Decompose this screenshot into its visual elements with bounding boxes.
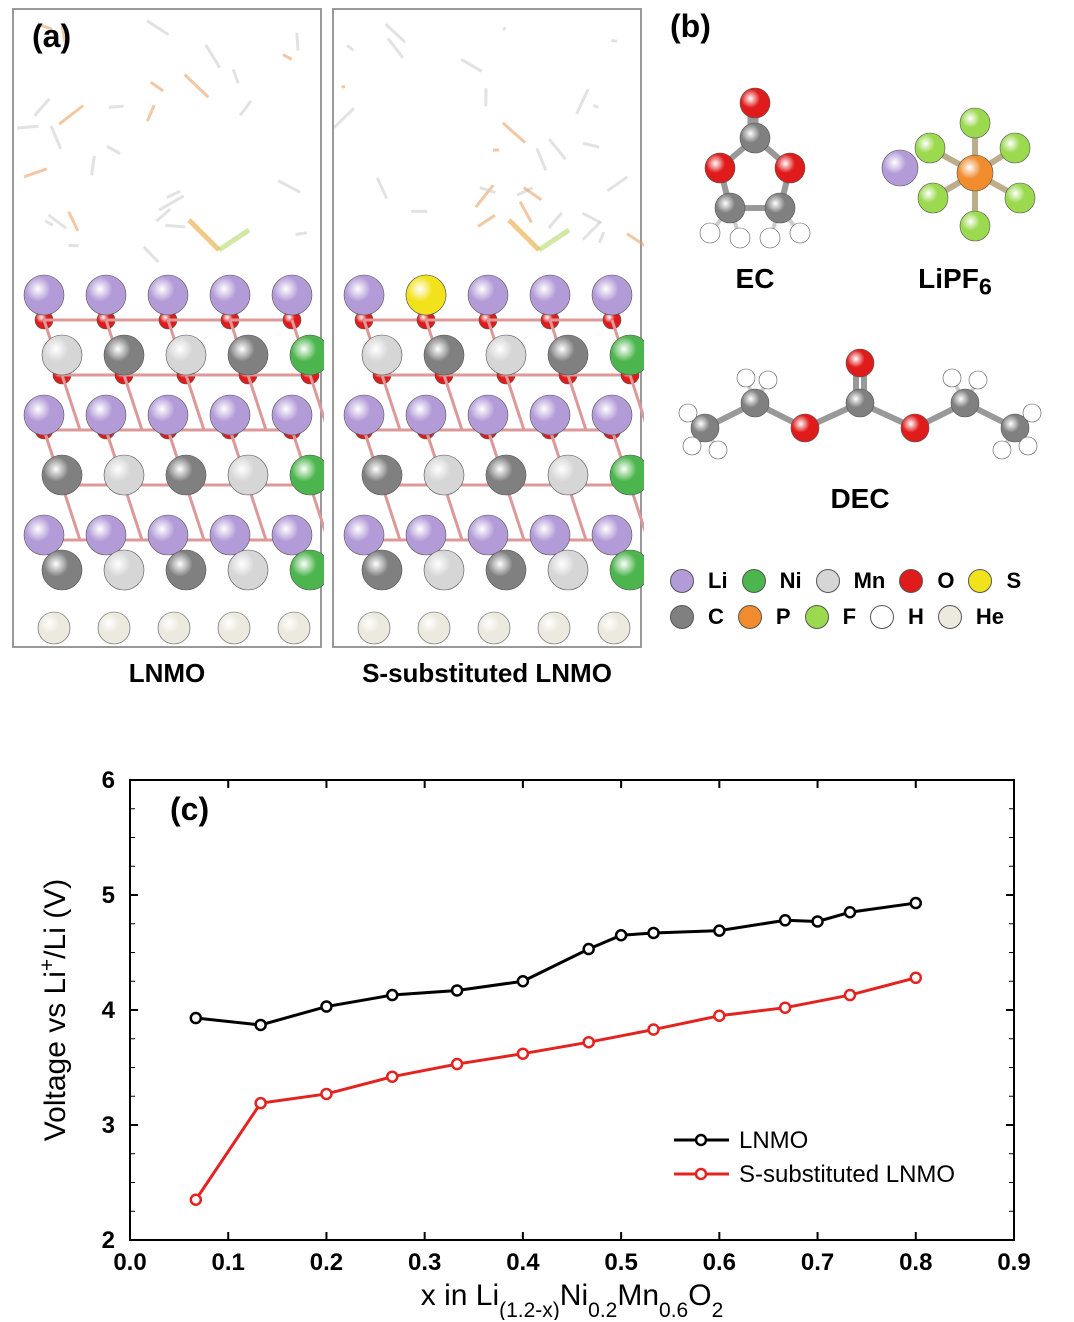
figure-container: (a) LNMO S-substituted LNMO (b) EC LiPF6…: [0, 0, 1074, 1322]
legend-label-f: F: [843, 604, 856, 630]
caption-s-lnmo: S-substituted LNMO: [332, 658, 642, 689]
svg-text:6: 6: [102, 767, 115, 794]
legend-swatch-h: [870, 605, 894, 629]
svg-text:Voltage vs Li+/Li (V): Voltage vs Li+/Li (V): [36, 879, 73, 1141]
svg-text:0.4: 0.4: [506, 1249, 540, 1276]
panel-c: 0.0 0.1 0.2 0.3 0.4 0.5 0.6 0.7 0.8 0.9 2 3 4 5 6 (c) Vo…: [30, 760, 1044, 1320]
label-lipf6: LiPF6: [855, 263, 1055, 301]
legend-swatch-ni: [742, 569, 766, 593]
legend-label-c: C: [708, 604, 724, 630]
legend-swatch-f: [805, 605, 829, 629]
legend-label-o: O: [937, 568, 954, 594]
panel-a-label: (a): [32, 18, 71, 55]
svg-text:3: 3: [102, 1112, 115, 1139]
svg-text:4: 4: [102, 997, 116, 1024]
svg-text:x in Li(1.2-x)Ni0.2Mn0.6O2: x in Li(1.2-x)Ni0.2Mn0.6O2: [421, 1279, 724, 1320]
svg-text:LNMO: LNMO: [739, 1127, 808, 1154]
legend-swatch-li: [670, 569, 694, 593]
label-lipf6-main: LiPF: [918, 263, 979, 294]
legend-swatch-mn: [816, 569, 840, 593]
legend-label-li: Li: [708, 568, 728, 594]
svg-text:0.3: 0.3: [408, 1249, 441, 1276]
chart-voltage: 0.0 0.1 0.2 0.3 0.4 0.5 0.6 0.7 0.8 0.9 2 3 4 5 6 (c) Vo…: [30, 760, 1044, 1320]
svg-text:5: 5: [102, 882, 115, 909]
legend-swatch-he: [938, 605, 962, 629]
svg-text:S-substituted LNMO: S-substituted LNMO: [739, 1161, 955, 1188]
svg-text:0.6: 0.6: [703, 1249, 736, 1276]
elements-legend: Li Ni Mn O S C P F H He: [670, 568, 1070, 640]
svg-text:0.8: 0.8: [899, 1249, 932, 1276]
structure-s-lnmo: [332, 8, 642, 648]
molecule-ec: [670, 78, 840, 258]
svg-text:0.7: 0.7: [801, 1249, 834, 1276]
structure-s-lnmo-svg: [334, 10, 644, 650]
svg-text:0.9: 0.9: [997, 1249, 1030, 1276]
svg-text:0.2: 0.2: [310, 1249, 343, 1276]
legend-swatch-s: [968, 569, 992, 593]
label-ec: EC: [670, 263, 840, 295]
svg-text:0.5: 0.5: [604, 1249, 637, 1276]
svg-text:0.1: 0.1: [212, 1249, 245, 1276]
molecule-lipf6: [855, 78, 1055, 258]
panel-b-label: (b): [670, 8, 711, 45]
panel-b: (b) EC LiPF6 DEC Li Ni Mn O S C P F H He: [670, 8, 1060, 708]
legend-label-h: H: [908, 604, 924, 630]
svg-text:0.0: 0.0: [113, 1249, 146, 1276]
legend-label-ni: Ni: [780, 568, 802, 594]
legend-swatch-c: [670, 605, 694, 629]
label-dec: DEC: [670, 483, 1050, 515]
svg-text:2: 2: [102, 1227, 115, 1254]
caption-lnmo: LNMO: [12, 658, 322, 689]
legend-label-s: S: [1006, 568, 1021, 594]
legend-swatch-p: [738, 605, 762, 629]
legend-swatch-o: [899, 569, 923, 593]
structure-lnmo-svg: [14, 10, 324, 650]
svg-text:(c): (c): [170, 791, 209, 827]
legend-label-he: He: [976, 604, 1004, 630]
legend-label-p: P: [776, 604, 791, 630]
structure-lnmo: [12, 8, 322, 648]
legend-label-mn: Mn: [854, 568, 886, 594]
molecule-dec: [670, 338, 1050, 478]
panel-a: (a) LNMO S-substituted LNMO: [12, 8, 652, 708]
label-lipf6-sub: 6: [979, 274, 992, 300]
